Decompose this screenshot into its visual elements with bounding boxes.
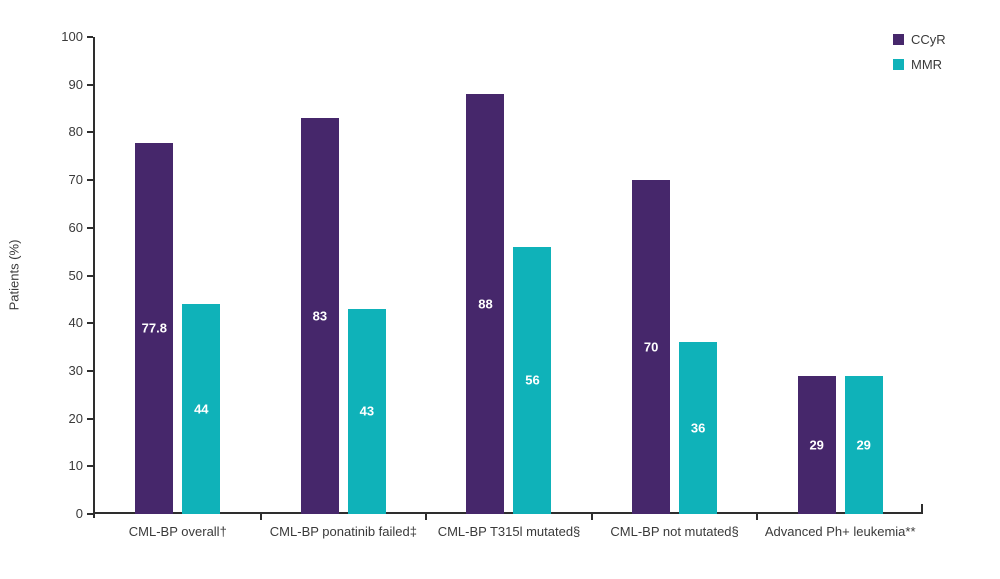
bar-value-label: 56 (525, 372, 540, 388)
y-tick (87, 417, 93, 420)
y-tick-label: 50 (68, 267, 83, 283)
bar-value-label: 36 (690, 420, 706, 436)
bar-value-label: 44 (194, 401, 209, 417)
x-category-label: CML-BP ponatinib failed‡ (269, 524, 417, 539)
y-tick-label: 60 (68, 219, 83, 235)
legend: CCyR MMR (893, 32, 946, 72)
y-tick (87, 83, 93, 86)
x-category-label: Advanced Ph+ leukemia** (764, 524, 916, 539)
bar-ccyr: 83 (300, 118, 339, 514)
y-tick-label: 30 (68, 362, 83, 378)
x-axis-labels: CML-BP overall† CML-BP ponatinib failed‡ C… (95, 524, 923, 539)
bar-value-label: 43 (359, 403, 375, 419)
x-axis-end-tick (921, 504, 923, 514)
bar-ccyr: 70 (632, 180, 671, 514)
y-tick (87, 131, 93, 134)
bar-ccyr: 29 (797, 375, 836, 514)
x-tick (590, 514, 593, 520)
bar-mmr: 36 (679, 342, 718, 514)
bar-value-label: 29 (809, 437, 824, 453)
x-category-label: CML-BP not mutated§ (610, 524, 739, 539)
legend-item-ccyr: CCyR (893, 32, 946, 47)
bar-group: 83 43 (261, 37, 427, 514)
bar-value-label: 83 (312, 308, 328, 324)
y-tick (87, 179, 93, 182)
bar-value-label: 29 (856, 437, 871, 453)
y-axis-line (93, 37, 95, 518)
bar-value-label: 77.8 (141, 320, 167, 336)
bar-mmr: 43 (347, 308, 386, 514)
y-tick-label: 10 (68, 458, 83, 474)
y-axis-title: Patients (%) (6, 239, 22, 311)
bar-mmr: 56 (513, 246, 552, 514)
x-tick (259, 514, 262, 520)
bar-group: 29 29 (757, 37, 923, 514)
x-tick (425, 514, 428, 520)
x-axis-line (93, 512, 923, 514)
y-tick (87, 369, 93, 372)
legend-label-mmr: MMR (911, 57, 943, 72)
x-category-label: CML-BP overall† (128, 524, 227, 539)
bar-group: 70 36 (592, 37, 758, 514)
x-tick (756, 514, 759, 520)
bar-value-label: 88 (478, 296, 493, 312)
bar-groups: 77.8 44 83 43 88 56 70 36 29 29 (95, 37, 923, 514)
bar-group: 88 56 (426, 37, 592, 514)
y-tick (87, 513, 93, 515)
bar-mmr: 44 (182, 304, 221, 514)
y-tick-label: 20 (68, 410, 83, 426)
y-tick (87, 322, 93, 325)
y-tick (87, 36, 93, 38)
bar-mmr: 29 (844, 375, 883, 514)
y-tick-label: 40 (68, 315, 83, 331)
bar-group: 77.8 44 (95, 37, 261, 514)
y-tick-label: 100 (61, 29, 83, 44)
x-category-label: CML-BP T315l mutated§ (437, 524, 581, 539)
y-tick-label: 80 (68, 124, 83, 140)
y-tick (87, 274, 93, 277)
bar-ccyr: 77.8 (135, 142, 174, 514)
y-tick (87, 226, 93, 229)
bar-ccyr: 88 (466, 94, 505, 514)
legend-swatch-ccyr (893, 34, 904, 45)
legend-item-mmr: MMR (893, 57, 946, 72)
legend-swatch-mmr (893, 59, 904, 70)
y-tick-label: 90 (68, 76, 83, 92)
y-tick-label: 70 (68, 172, 83, 188)
y-tick (87, 465, 93, 468)
legend-label-ccyr: CCyR (911, 32, 946, 47)
plot-area: 0 10 20 30 40 50 60 70 80 90 100 77.8 44 83 43 88 56 70 3… (61, 29, 923, 521)
bar-value-label: 70 (643, 339, 659, 355)
y-tick-label: 0 (75, 506, 83, 521)
